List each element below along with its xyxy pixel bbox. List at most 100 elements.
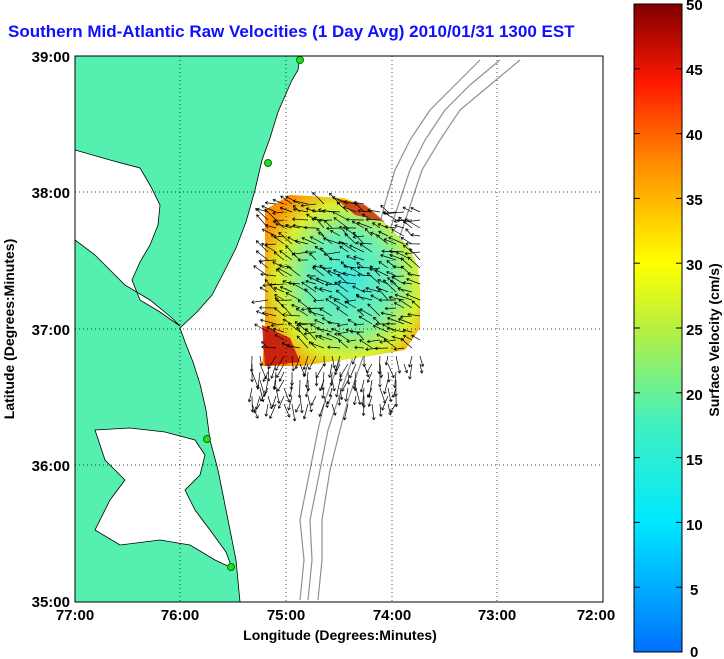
colorbar-tick-label: 25 <box>686 322 703 339</box>
y-axis-label: Latitude (Degrees:Minutes) <box>1 239 17 419</box>
colorbar-label: Surface Velocity (cm/s) <box>706 263 722 416</box>
velocity-arrow <box>373 316 381 325</box>
velocity-arrow <box>279 206 293 213</box>
velocity-arrow <box>404 251 421 256</box>
velocity-arrow <box>391 228 405 237</box>
chesapeake-bay <box>75 149 181 327</box>
velocity-arrow <box>282 313 301 317</box>
velocity-arrow <box>361 403 366 416</box>
velocity-arrow <box>388 236 405 245</box>
velocity-arrow <box>260 272 277 277</box>
velocity-arrow <box>287 236 301 245</box>
velocity-arrow <box>390 403 397 413</box>
velocity-arrow <box>380 311 397 317</box>
velocity-arrow <box>276 363 285 379</box>
velocity-arrow <box>297 258 309 262</box>
velocity-arrow <box>312 192 325 205</box>
velocity-arrow <box>296 335 309 349</box>
velocity-arrow <box>292 205 301 213</box>
x-tick-label: 72:00 <box>577 607 615 624</box>
velocity-arrow <box>392 387 397 398</box>
velocity-arrow <box>304 288 317 301</box>
velocity-arrow <box>292 199 309 205</box>
velocity-arrow <box>381 395 389 411</box>
velocity-vectors <box>247 192 425 422</box>
colorbar-tick-label: 35 <box>686 192 703 209</box>
velocity-arrow <box>376 234 389 245</box>
velocity-arrow <box>344 387 349 402</box>
velocity-arrow <box>264 201 277 205</box>
velocity-arrow <box>400 257 413 269</box>
velocity-arrow <box>337 332 349 341</box>
velocity-arrow <box>327 345 341 350</box>
velocity-arrow <box>273 379 277 390</box>
velocity-arrow <box>277 379 285 392</box>
velocity-arrow <box>260 387 269 402</box>
velocity-arrow <box>253 403 261 414</box>
velocity-arrow <box>357 309 365 317</box>
velocity-arrow <box>402 244 413 253</box>
velocity-arrow <box>398 299 413 309</box>
velocity-arrow <box>264 242 277 247</box>
velocity-arrow <box>326 332 341 341</box>
y-tick-label: 36:00 <box>32 458 70 475</box>
velocity-arrow <box>352 231 365 245</box>
velocity-arrow <box>359 339 373 349</box>
velocity-arrow <box>277 395 285 409</box>
velocity-arrow <box>334 363 341 376</box>
velocity-arrow <box>356 221 373 229</box>
colorbar: 50 45 40 35 30 25 20 15 10 5 0 Surface V… <box>633 0 722 659</box>
velocity-arrow <box>402 206 413 213</box>
velocity-arrow <box>366 339 381 344</box>
velocity-arrow <box>338 240 349 245</box>
velocity-arrow <box>366 272 381 285</box>
velocity-arrow <box>361 213 373 221</box>
velocity-arrow <box>386 321 397 326</box>
velocity-arrow <box>294 355 301 370</box>
velocity-arrow <box>309 252 317 261</box>
velocity-arrow <box>304 387 309 398</box>
velocity-arrow <box>274 294 285 301</box>
colorbar-tick-label: 10 <box>686 517 703 534</box>
velocity-arrow <box>378 298 397 302</box>
velocity-arrow <box>375 286 389 293</box>
velocity-arrow <box>260 318 277 325</box>
velocity-arrow <box>335 289 349 301</box>
velocity-arrow <box>387 403 392 416</box>
velocity-arrow <box>378 371 382 388</box>
velocity-arrow <box>355 387 362 405</box>
velocity-arrow <box>272 261 285 269</box>
velocity-arrow <box>324 220 333 229</box>
velocity-arrow <box>272 211 285 215</box>
velocity-arrow <box>322 209 341 213</box>
velocity-arrow <box>342 271 357 277</box>
velocity-arrow <box>278 263 293 269</box>
chart-title: Southern Mid-Atlantic Raw Velocities (1 … <box>8 22 575 41</box>
velocity-arrow <box>261 345 277 349</box>
velocity-arrow <box>259 355 263 366</box>
velocity-arrow <box>344 233 357 245</box>
velocity-arrow <box>366 363 373 374</box>
velocity-arrow <box>318 403 325 417</box>
velocity-arrow <box>400 338 413 349</box>
velocity-arrow <box>356 262 365 269</box>
colorbar-tick-label: 15 <box>686 452 703 469</box>
velocity-arrow <box>333 269 349 277</box>
velocity-arrow <box>343 206 357 213</box>
x-tick-label: 75:00 <box>267 607 305 624</box>
velocity-arrow <box>354 345 365 350</box>
velocity-arrow <box>336 323 349 328</box>
velocity-arrow <box>295 308 309 317</box>
velocity-arrow <box>378 230 389 237</box>
velocity-arrow <box>280 195 293 205</box>
velocity-arrow <box>305 207 317 213</box>
velocity-arrow <box>286 265 301 277</box>
velocity-arrow <box>291 303 301 309</box>
velocity-arrow <box>261 205 277 213</box>
velocity-arrow <box>301 236 317 245</box>
velocity-arrow <box>352 235 365 239</box>
colorbar-tick-label: 20 <box>686 387 703 404</box>
velocity-arrow <box>269 403 277 419</box>
colorbar-tick-label: 40 <box>686 127 703 144</box>
velocity-arrow <box>261 242 277 253</box>
